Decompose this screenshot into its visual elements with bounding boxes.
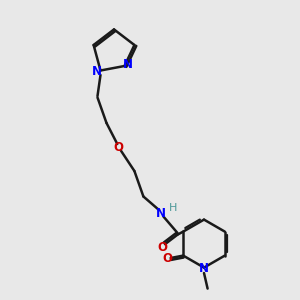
Text: O: O — [113, 141, 123, 154]
Text: O: O — [163, 252, 172, 265]
Text: N: N — [92, 65, 102, 78]
Text: N: N — [156, 206, 166, 220]
Text: H: H — [169, 202, 178, 213]
Text: N: N — [199, 262, 209, 275]
Text: O: O — [158, 241, 168, 254]
Text: N: N — [123, 58, 133, 71]
